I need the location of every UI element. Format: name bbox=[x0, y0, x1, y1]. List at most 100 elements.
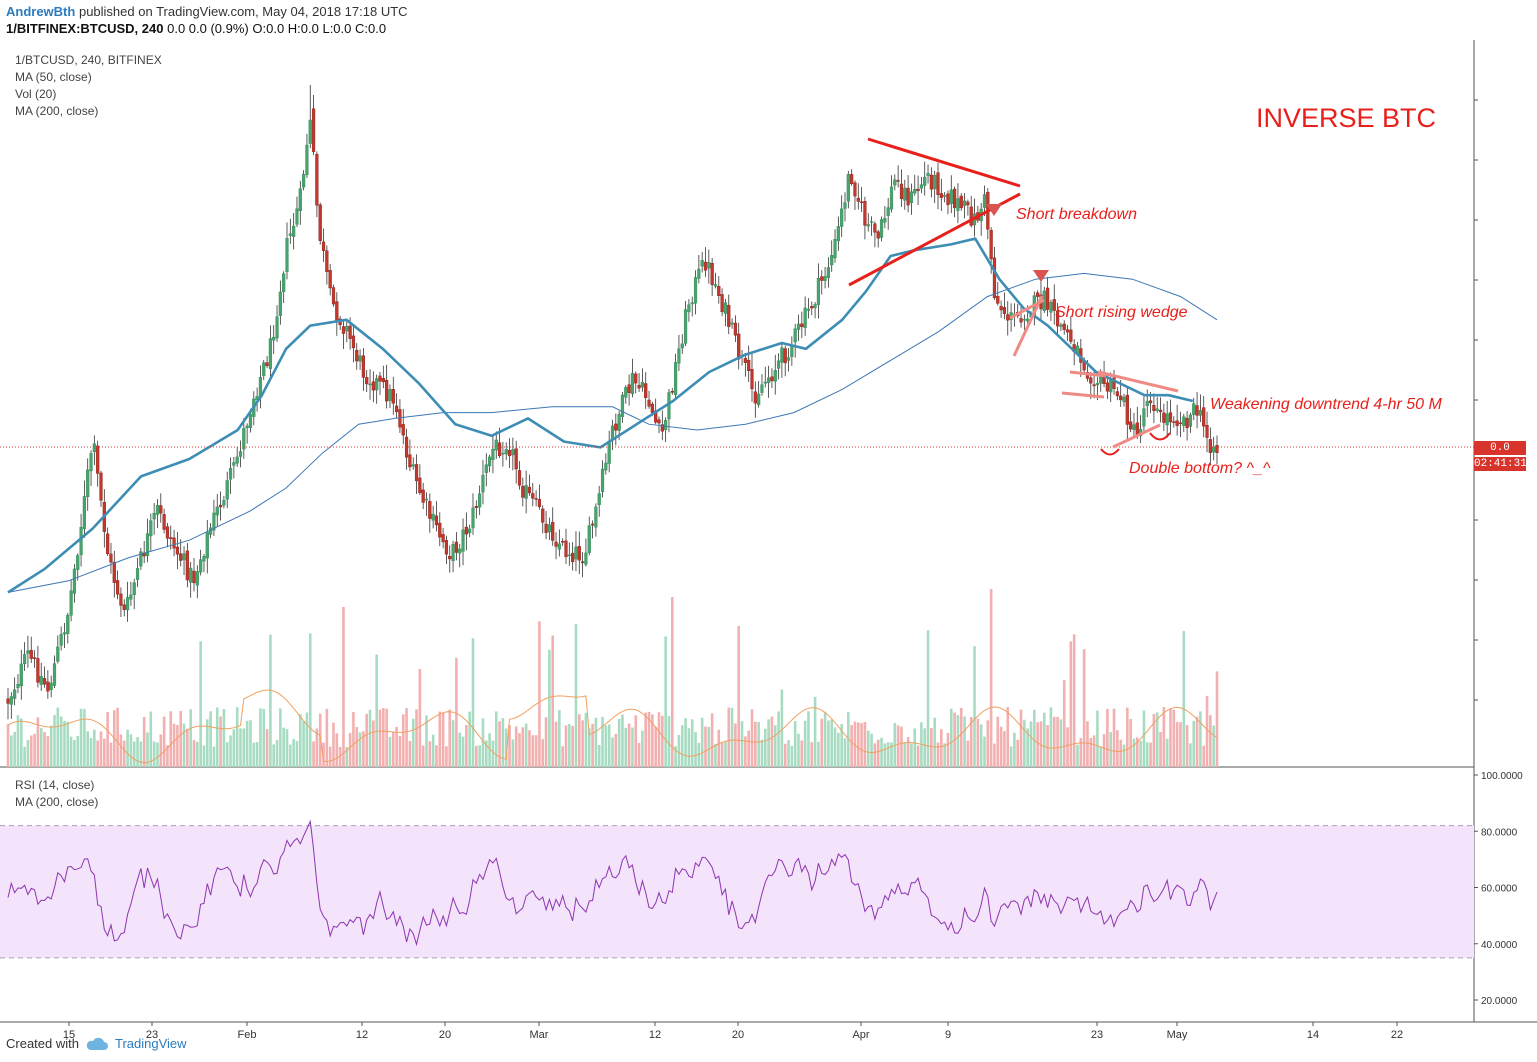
candle-body bbox=[484, 464, 488, 473]
candle-body bbox=[1062, 323, 1066, 330]
volume-bar bbox=[1096, 710, 1099, 767]
candle-body bbox=[1148, 400, 1153, 404]
candle-body bbox=[879, 219, 884, 238]
legend-rsi-ma[interactable]: MA (200, close) bbox=[15, 795, 99, 809]
volume-bar bbox=[561, 746, 564, 767]
candle-body bbox=[590, 523, 595, 526]
candle-body bbox=[318, 204, 322, 241]
candle-body bbox=[614, 423, 618, 431]
candle-body bbox=[32, 657, 37, 659]
volume-bar bbox=[275, 740, 279, 767]
volume-bar bbox=[568, 723, 571, 767]
candle-body bbox=[1215, 445, 1219, 453]
candle-body bbox=[185, 550, 189, 581]
volume-bar bbox=[930, 727, 933, 767]
candle-body bbox=[408, 454, 412, 468]
candle-body bbox=[1006, 314, 1010, 321]
volume-bar bbox=[1059, 719, 1063, 767]
volume-bar bbox=[564, 725, 568, 767]
author-link[interactable]: AndrewBth bbox=[6, 4, 76, 19]
candle-body bbox=[783, 348, 787, 364]
candle-body bbox=[39, 676, 43, 685]
volume-bar bbox=[611, 737, 614, 767]
volume-bar bbox=[289, 744, 292, 767]
volume-bar bbox=[53, 715, 56, 767]
volume-bar bbox=[1006, 707, 1010, 767]
volume-bar bbox=[225, 742, 229, 767]
candle-body bbox=[577, 546, 581, 561]
time-axis-label: Apr bbox=[852, 1029, 869, 1041]
wedge-upper-line bbox=[1009, 298, 1045, 320]
chart-header: AndrewBth published on TradingView.com, … bbox=[0, 0, 1537, 40]
candle-body bbox=[899, 183, 904, 200]
tradingview-brand-link[interactable]: TradingView bbox=[114, 1036, 187, 1051]
candle-body bbox=[949, 189, 953, 204]
volume-bar bbox=[587, 728, 591, 767]
volume-bar bbox=[833, 727, 837, 767]
volume-bar bbox=[694, 731, 697, 767]
candle-body bbox=[604, 462, 608, 471]
volume-bar bbox=[903, 742, 907, 767]
volume-ma-line bbox=[7, 689, 1218, 764]
candle-body bbox=[594, 506, 598, 528]
candle-body bbox=[72, 568, 77, 594]
candle-body bbox=[537, 499, 542, 508]
legend-rsi[interactable]: RSI (14, close) bbox=[15, 778, 95, 792]
candle-body bbox=[155, 505, 160, 515]
candle-body bbox=[375, 378, 379, 391]
candle-body bbox=[584, 552, 588, 565]
volume-bar bbox=[1209, 715, 1212, 767]
volume-bar bbox=[142, 716, 146, 767]
volume-bar bbox=[514, 726, 518, 767]
candle-body bbox=[165, 526, 170, 539]
wedge-arrow-icon bbox=[1033, 270, 1049, 282]
candle-body bbox=[989, 230, 993, 260]
volume-bar bbox=[1099, 746, 1103, 767]
volume-bar bbox=[890, 742, 893, 767]
candle-body bbox=[617, 414, 621, 431]
volume-bar bbox=[388, 736, 392, 767]
volume-bar bbox=[883, 743, 887, 767]
candle-body bbox=[883, 218, 887, 223]
time-axis-label: 15 bbox=[63, 1029, 75, 1041]
volume-bar bbox=[219, 716, 222, 767]
legend-volume[interactable]: Vol (20) bbox=[15, 87, 57, 101]
volume-bar bbox=[69, 736, 73, 767]
volume-bar bbox=[1052, 716, 1056, 767]
candle-body bbox=[351, 335, 356, 349]
candle-body bbox=[723, 302, 728, 314]
candle-body bbox=[707, 262, 711, 269]
candle-body bbox=[481, 474, 485, 493]
volume-bar bbox=[1056, 716, 1059, 767]
volume-bar bbox=[332, 722, 335, 767]
candle-body bbox=[644, 383, 648, 398]
legend-symbol[interactable]: 1/BTCUSD, 240, BITFINEX bbox=[15, 53, 162, 67]
annotation-short-breakdown: Short breakdown bbox=[1016, 206, 1137, 223]
volume-bar bbox=[1135, 737, 1139, 767]
candle-body bbox=[816, 277, 821, 305]
volume-bar bbox=[680, 725, 684, 767]
volume-bar bbox=[1046, 725, 1049, 767]
candle-body bbox=[355, 349, 359, 362]
volume-bar bbox=[49, 725, 53, 767]
volume-bar bbox=[1169, 708, 1172, 767]
candle-body bbox=[215, 506, 219, 516]
candle-body bbox=[205, 532, 209, 559]
volume-bar bbox=[428, 741, 432, 767]
candle-body bbox=[132, 582, 136, 595]
candle-body bbox=[42, 678, 47, 685]
candle-body bbox=[863, 201, 867, 226]
legend-ma50[interactable]: MA (50, close) bbox=[15, 70, 92, 84]
candle-body bbox=[557, 543, 561, 550]
candle-body bbox=[1049, 302, 1053, 313]
candle-body bbox=[391, 388, 395, 404]
legend-ma200[interactable]: MA (200, close) bbox=[15, 104, 99, 118]
candle-body bbox=[23, 654, 27, 664]
volume-bar bbox=[411, 718, 415, 767]
candle-body bbox=[491, 448, 495, 461]
footer: Created with TradingView bbox=[6, 1036, 187, 1051]
time-axis-label: Mar bbox=[530, 1029, 549, 1041]
candle-body bbox=[275, 316, 279, 339]
candle-body bbox=[192, 570, 196, 584]
